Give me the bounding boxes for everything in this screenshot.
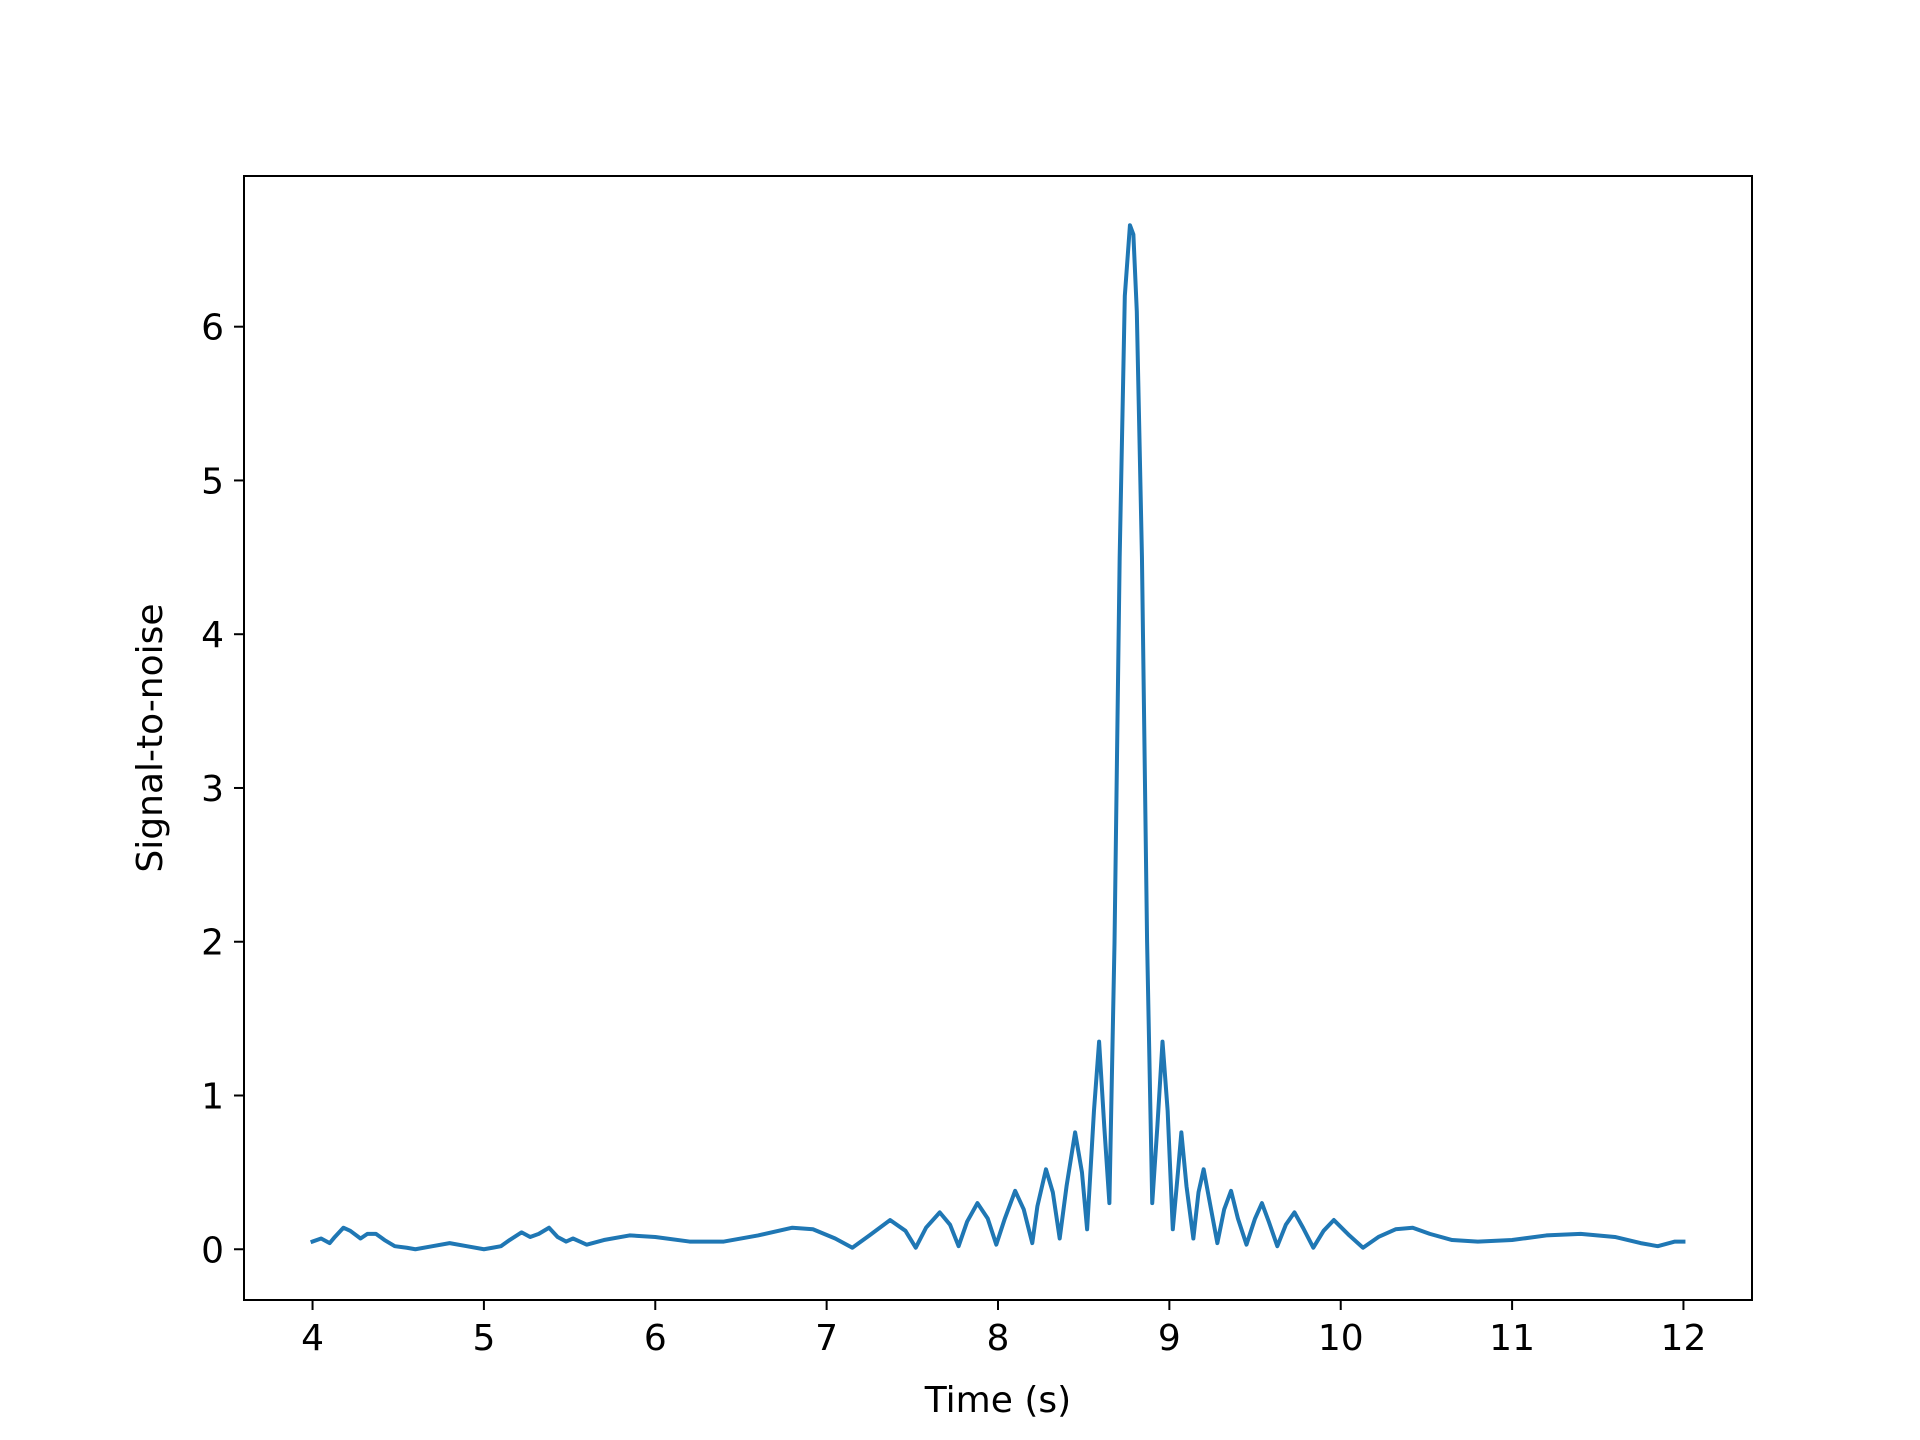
axes-frame <box>243 175 1753 1301</box>
x-tick-label: 9 <box>1158 1318 1181 1359</box>
plot-area <box>309 223 1686 1252</box>
y-axis-ticks: 0 1 2 3 4 5 6 <box>201 308 244 1271</box>
y-tick-label: 5 <box>201 461 224 502</box>
x-axis-label: Time (s) <box>924 1380 1071 1421</box>
series-line-0 <box>309 223 1686 1252</box>
y-tick-label: 4 <box>201 615 224 656</box>
x-tick-label: 8 <box>987 1318 1010 1359</box>
y-tick-label: 0 <box>201 1230 224 1271</box>
y-axis-label: Signal-to-noise <box>130 603 171 872</box>
x-axis-ticks: 4 5 6 7 8 9 10 11 12 <box>301 1300 1706 1359</box>
y-tick-label: 3 <box>201 769 224 810</box>
x-tick-label: 5 <box>472 1318 495 1359</box>
y-tick-label: 2 <box>201 923 224 964</box>
x-tick-label: 10 <box>1318 1318 1364 1359</box>
x-tick-label: 4 <box>301 1318 324 1359</box>
y-tick-label: 1 <box>201 1076 224 1117</box>
x-tick-label: 7 <box>815 1318 838 1359</box>
x-tick-label: 12 <box>1661 1318 1707 1359</box>
x-tick-label: 6 <box>644 1318 667 1359</box>
x-tick-label: 11 <box>1489 1318 1535 1359</box>
y-tick-label: 6 <box>201 308 224 349</box>
